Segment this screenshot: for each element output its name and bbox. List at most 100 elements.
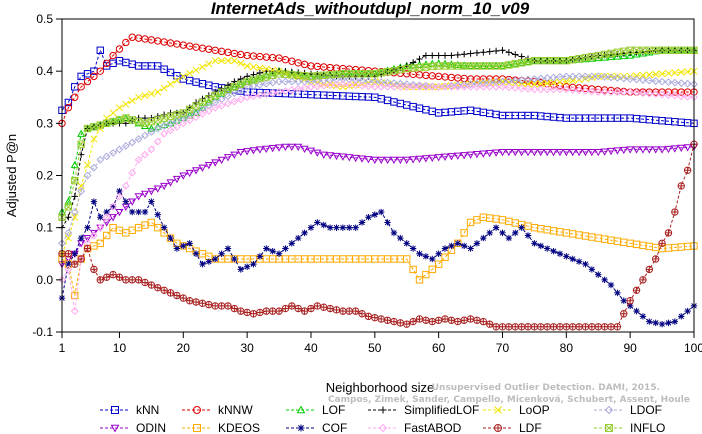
citation-line-2: Unsupervised Outlier Detection. DAMI, 20… <box>432 383 660 393</box>
data-point <box>396 156 405 165</box>
data-point <box>192 66 200 74</box>
chart-title: InternetAds_withoutdupl_norm_10_v09 <box>211 0 530 18</box>
data-point <box>658 320 666 328</box>
data-point <box>402 156 411 165</box>
data-point <box>396 82 405 91</box>
y-tick-label: 0.3 <box>36 116 53 130</box>
data-point <box>524 323 532 331</box>
data-point <box>390 82 398 91</box>
data-point <box>607 88 615 96</box>
data-point <box>179 114 188 123</box>
data-point <box>262 307 270 315</box>
data-point <box>485 150 494 158</box>
data-point <box>358 219 366 226</box>
data-point <box>306 147 316 155</box>
data-point <box>211 302 219 310</box>
data-point <box>485 82 494 91</box>
data-point <box>301 229 308 237</box>
data-point <box>523 148 533 157</box>
data-point <box>377 69 385 77</box>
data-point <box>453 152 462 160</box>
data-point <box>403 101 411 109</box>
data-point <box>224 92 232 101</box>
data-point <box>639 313 647 320</box>
data-point <box>466 315 475 323</box>
data-point <box>179 172 188 180</box>
data-point <box>268 89 277 97</box>
data-point <box>338 80 347 89</box>
data-point <box>511 79 519 87</box>
data-point <box>587 87 596 96</box>
data-point <box>556 323 564 331</box>
legend-label: kNN <box>136 403 159 417</box>
data-point <box>255 146 264 154</box>
series-odin <box>57 143 699 269</box>
data-point <box>460 51 468 58</box>
series-knnw <box>58 33 698 128</box>
data-point <box>288 302 296 310</box>
data-point <box>102 273 111 281</box>
data-point <box>128 97 136 105</box>
data-point <box>295 234 302 242</box>
data-point <box>249 76 258 84</box>
series-line <box>61 36 694 124</box>
data-point <box>453 81 462 90</box>
data-point <box>550 247 557 255</box>
data-point <box>582 260 589 268</box>
data-point <box>664 69 673 77</box>
data-point <box>109 51 117 60</box>
legend-item-lof: LOF <box>286 403 345 417</box>
data-point <box>77 140 85 148</box>
data-point <box>498 62 507 70</box>
data-point <box>511 60 519 68</box>
data-point <box>147 188 156 196</box>
data-point <box>613 323 622 331</box>
data-point <box>217 95 226 104</box>
data-point <box>505 234 513 242</box>
data-point <box>601 276 608 284</box>
data-point <box>530 80 538 88</box>
y-axis-label: Adjusted P@n <box>4 134 19 217</box>
data-point <box>645 146 654 154</box>
data-point <box>326 71 334 79</box>
data-point <box>595 271 602 278</box>
legend-item-kdeos: KDEOS <box>182 421 260 434</box>
data-point <box>345 307 353 315</box>
data-point <box>224 85 232 94</box>
data-point <box>243 82 252 91</box>
data-point <box>383 67 392 76</box>
data-point <box>454 51 461 59</box>
data-point <box>185 169 194 178</box>
data-point <box>77 255 85 263</box>
data-point <box>186 69 194 77</box>
data-point <box>122 38 130 47</box>
legend-label: LOF <box>322 403 345 417</box>
data-point <box>332 75 341 84</box>
data-point <box>135 93 143 101</box>
data-point <box>594 148 603 157</box>
data-point <box>364 77 373 85</box>
data-point <box>620 297 627 304</box>
data-point <box>473 82 481 91</box>
y-tick-label: 0.0 <box>36 273 53 287</box>
data-point <box>530 323 539 331</box>
data-point <box>282 245 289 252</box>
data-point <box>192 250 200 257</box>
data-point <box>370 82 379 91</box>
data-point <box>351 154 360 163</box>
data-point <box>122 276 130 284</box>
data-point <box>543 85 552 94</box>
data-point <box>338 75 347 83</box>
data-point <box>153 124 162 133</box>
data-point <box>626 88 635 96</box>
data-point <box>402 80 411 89</box>
data-point <box>332 70 341 78</box>
data-point <box>575 148 584 157</box>
data-point <box>211 159 220 167</box>
data-point <box>619 146 628 155</box>
data-point <box>224 302 232 310</box>
data-point <box>517 76 526 84</box>
data-point <box>434 316 443 324</box>
data-point <box>581 323 590 331</box>
data-point <box>70 208 79 216</box>
